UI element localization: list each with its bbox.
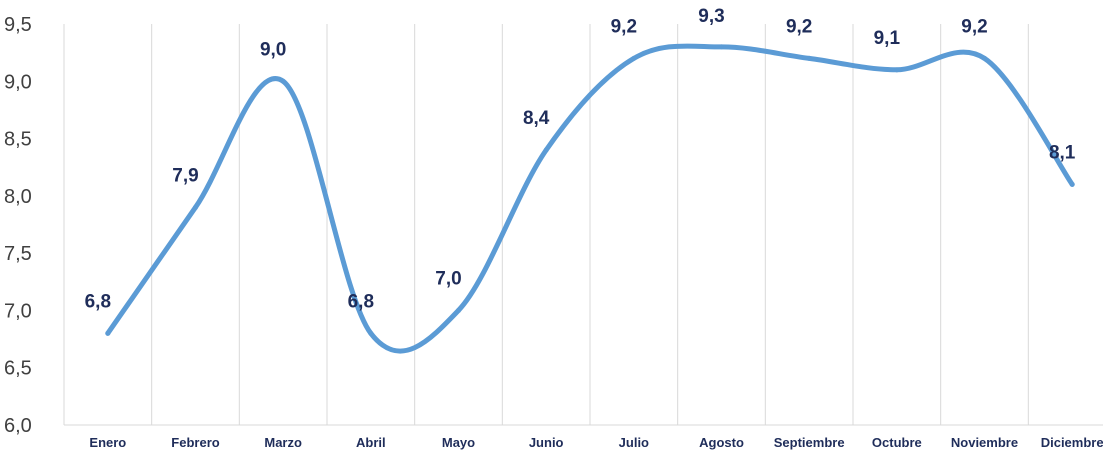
data-label: 7,9 xyxy=(172,165,198,186)
x-tick-label: Octubre xyxy=(872,435,922,450)
y-tick-label: 8,0 xyxy=(4,186,32,208)
data-point xyxy=(193,204,198,210)
x-tick-label: Febrero xyxy=(171,435,219,450)
data-point xyxy=(368,330,374,336)
data-label: 9,0 xyxy=(260,39,286,60)
x-tick-label: Mayo xyxy=(442,435,475,450)
x-tick-label: Diciembre xyxy=(1041,435,1103,450)
y-tick-label: 6,0 xyxy=(4,415,32,437)
series xyxy=(105,43,1075,354)
data-point xyxy=(719,44,724,50)
x-tick-label: Abril xyxy=(356,435,386,450)
data-labels: 6,8 7,9 9,0 6,8 7,0 8,4 9,2 9,3 9,2 9,1 9,2 8,1 xyxy=(85,6,1076,312)
x-tick-label: Marzo xyxy=(264,435,302,450)
data-label: 8,1 xyxy=(1049,142,1076,163)
data-point xyxy=(631,55,637,61)
x-tick-label: Julio xyxy=(619,435,649,450)
data-point xyxy=(1069,181,1075,187)
data-label: 9,2 xyxy=(786,16,812,37)
data-label: 9,2 xyxy=(611,16,637,37)
x-tick-label: Junio xyxy=(529,435,564,450)
data-point xyxy=(543,147,549,153)
data-label: 9,1 xyxy=(874,28,901,49)
axes: 6,0 6,5 7,0 7,5 8,0 8,5 9,0 9,5 Enero Febrero Marz… xyxy=(4,14,1103,450)
x-tick-label: Noviembre xyxy=(951,435,1018,450)
data-label: 9,2 xyxy=(961,16,987,37)
data-point xyxy=(456,307,461,313)
y-tick-label: 9,5 xyxy=(4,14,32,36)
y-tick-label: 8,5 xyxy=(4,129,32,151)
y-tick-label: 6,5 xyxy=(4,358,32,380)
data-point xyxy=(105,330,111,336)
y-tick-label: 9,0 xyxy=(4,71,32,93)
data-label: 8,4 xyxy=(523,108,550,129)
x-tick-label: Septiembre xyxy=(774,435,845,450)
data-label: 6,8 xyxy=(348,291,374,312)
data-point xyxy=(894,67,900,73)
x-tick-label: Agosto xyxy=(699,435,744,450)
data-label: 7,0 xyxy=(435,268,461,289)
data-label: 9,3 xyxy=(698,6,724,27)
data-label: 6,8 xyxy=(85,291,111,312)
data-point xyxy=(280,78,286,84)
data-point xyxy=(806,55,812,61)
grid-lines xyxy=(63,24,1029,425)
y-tick-label: 7,5 xyxy=(4,243,32,265)
series-line xyxy=(105,43,1075,354)
data-point xyxy=(982,55,987,61)
x-tick-label: Enero xyxy=(89,435,126,450)
y-tick-label: 7,0 xyxy=(4,300,32,322)
